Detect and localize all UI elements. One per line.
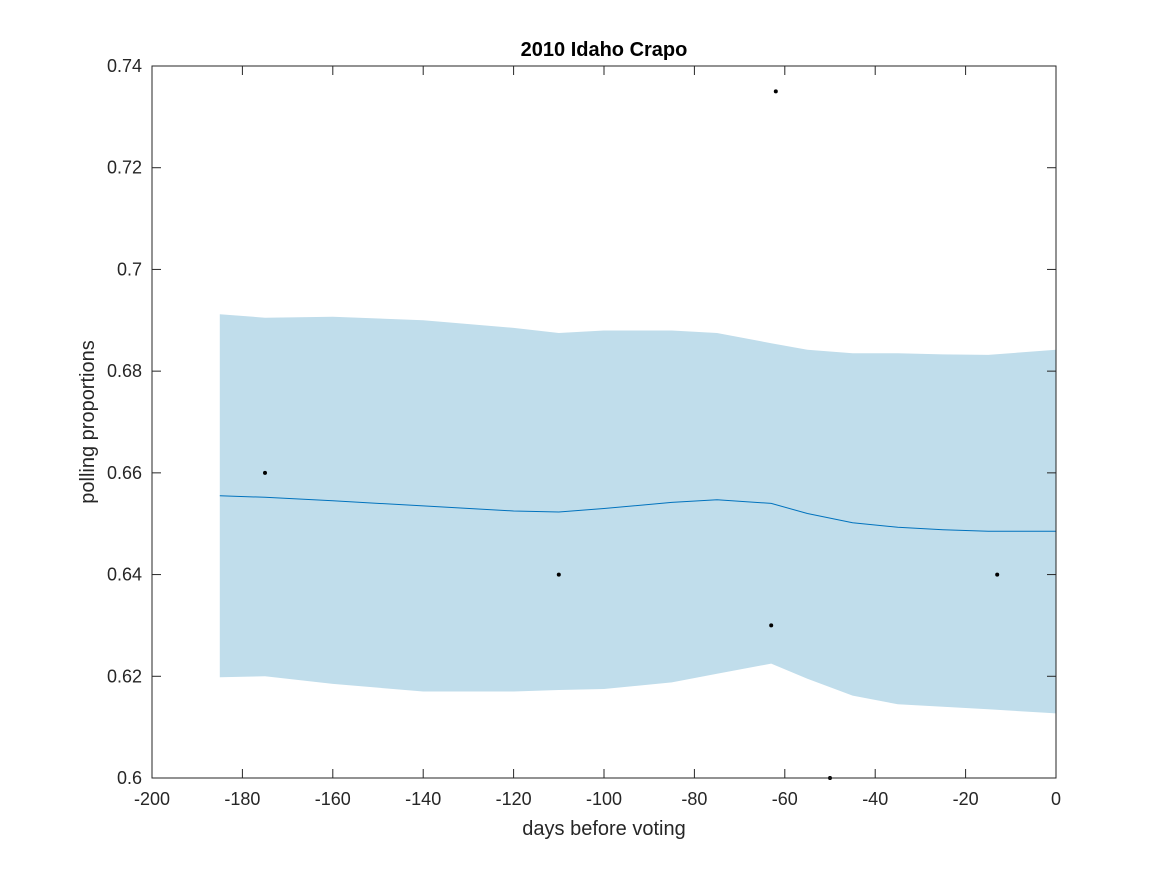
x-tick-label: -100 [586,789,622,809]
x-tick-label: -120 [496,789,532,809]
trend-line-layer [219,495,1056,532]
x-tick-label: -60 [772,789,798,809]
poll-point [263,470,267,475]
y-tick-label: 0.72 [107,158,142,178]
x-tick-label: -180 [224,789,260,809]
y-tick-label: 0.74 [107,56,142,76]
x-tick-label: -40 [862,789,888,809]
poll-point [556,572,561,577]
y-tick-label: 0.7 [117,259,142,279]
y-tick-label: 0.68 [107,361,142,381]
y-tick-label: 0.64 [107,565,142,585]
x-tick-label: 0 [1051,789,1061,809]
x-tick-label: -80 [681,789,707,809]
x-tick-label: -160 [315,789,351,809]
trend-line [219,495,1056,532]
poll-points-layer [263,89,1000,780]
x-tick-label: -140 [405,789,441,809]
x-tick-label: -20 [953,789,979,809]
x-tick-label: -200 [134,789,170,809]
poll-point [773,89,778,94]
poll-point [995,572,1000,577]
confidence-band [219,314,1057,714]
y-tick-label: 0.6 [117,768,142,788]
axis-ticks-layer: -200 -180 -160 -140 -120 -100 -80 -60 -40 -20 00.6… [107,56,1061,809]
confidence-band-layer [219,314,1057,714]
y-axis-label: polling proportions [77,340,99,503]
chart-title: 2010 Idaho Crapo [521,39,688,61]
y-tick-label: 0.66 [107,463,142,483]
y-tick-label: 0.62 [107,666,142,686]
poll-point [769,623,774,628]
x-axis-label: days before voting [522,818,685,840]
